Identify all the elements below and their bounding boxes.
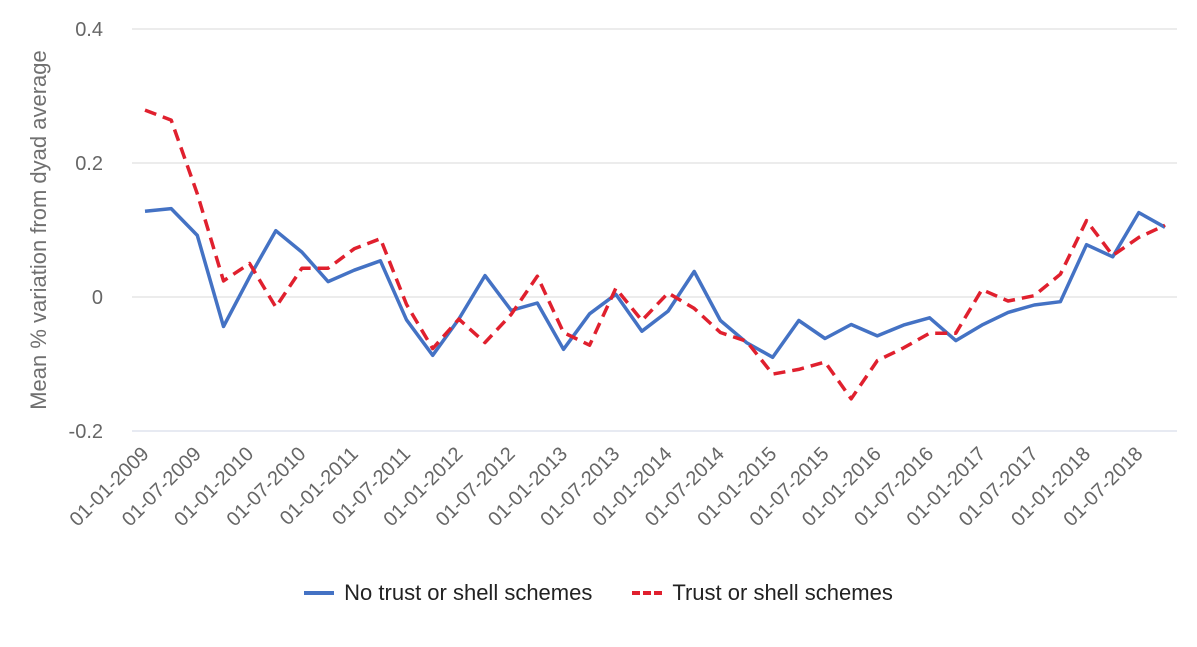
legend-label-no-trust: No trust or shell schemes xyxy=(344,580,593,605)
y-tick-label: 0.2 xyxy=(75,153,103,175)
legend: No trust or shell schemes Trust or shell… xyxy=(0,580,1197,606)
y-tick-label: 0.4 xyxy=(75,19,103,41)
y-axis-tick-labels: -0.2 0 0.2 0.4 xyxy=(69,19,103,443)
legend-item-no-trust: No trust or shell schemes xyxy=(304,580,592,606)
y-axis-title: Mean % variation from dyad average xyxy=(26,50,51,410)
legend-swatch-trust xyxy=(632,591,663,595)
y-tick-label: -0.2 xyxy=(69,421,103,443)
x-axis-tick-labels: 01-01-200901-07-200901-01-201001-07-2010… xyxy=(66,443,1148,531)
gridlines xyxy=(132,28,1177,432)
legend-swatch-no-trust xyxy=(304,591,335,595)
series-line-no-trust xyxy=(144,206,1166,360)
series-line-trust xyxy=(144,108,1166,401)
series-lines xyxy=(144,108,1166,401)
legend-label-trust: Trust or shell schemes xyxy=(672,580,893,605)
y-tick-label: 0 xyxy=(92,287,103,309)
legend-item-trust: Trust or shell schemes xyxy=(632,580,893,606)
